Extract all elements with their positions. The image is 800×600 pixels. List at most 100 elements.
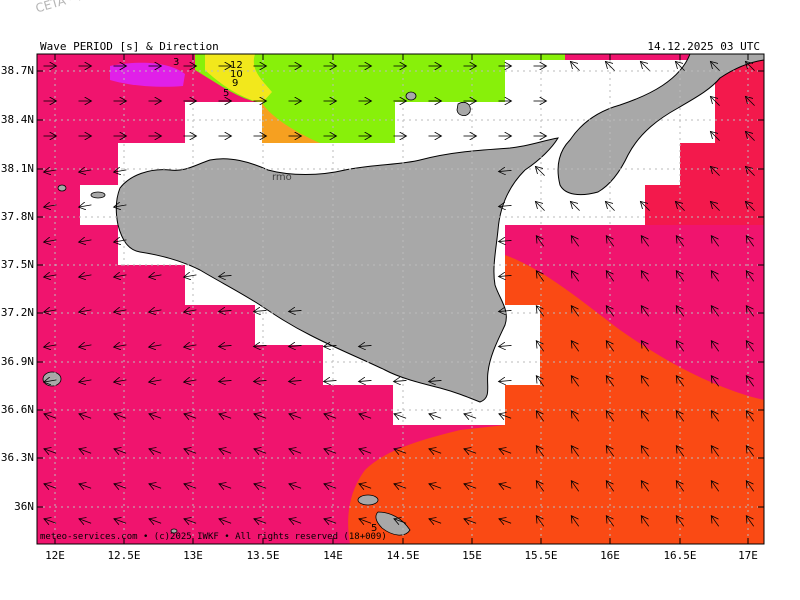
- direction-arrow: [149, 484, 162, 488]
- direction-arrow: [711, 481, 720, 492]
- direction-arrow: [79, 484, 92, 488]
- direction-arrow: [499, 205, 512, 206]
- direction-arrow: [676, 446, 685, 457]
- latitude-tick-label: 38.7N: [0, 64, 34, 77]
- land-gozo: [357, 494, 379, 506]
- direction-arrow: [44, 310, 57, 312]
- direction-arrow: [394, 380, 407, 381]
- map-title: Wave PERIOD [s] & Direction: [40, 40, 219, 53]
- direction-arrow: [499, 310, 512, 311]
- direction-arrow: [746, 236, 755, 247]
- direction-arrow: [641, 376, 650, 387]
- direction-arrow: [254, 345, 267, 346]
- direction-arrow: [745, 61, 755, 71]
- direction-arrow: [711, 516, 720, 527]
- direction-arrow: [114, 519, 127, 523]
- direction-arrow: [746, 376, 755, 387]
- direction-arrow: [676, 481, 685, 492]
- longitude-tick-label: 13E: [183, 549, 203, 562]
- direction-arrow: [114, 380, 127, 382]
- direction-arrow: [79, 275, 92, 277]
- direction-arrow: [499, 170, 512, 171]
- latitude-tick-label: 37.5N: [0, 258, 34, 271]
- direction-arrow: [710, 201, 720, 211]
- direction-arrow: [219, 449, 232, 453]
- direction-arrow: [79, 240, 92, 242]
- copyright-credit: meteo-services.com • (c)2025 IWKF • All …: [40, 532, 387, 542]
- axis-ticks: [37, 54, 764, 544]
- direction-arrow: [571, 341, 580, 352]
- sea-zone-orange-north: [262, 103, 320, 143]
- direction-arrow: [711, 306, 720, 317]
- direction-arrow: [184, 449, 197, 453]
- land-sicily: [115, 137, 559, 403]
- direction-arrow: [536, 271, 545, 282]
- map-frame: [36, 53, 765, 545]
- direction-arrow: [710, 96, 720, 106]
- longitude-tick-label: 14.5E: [386, 549, 420, 562]
- direction-arrow: [571, 376, 580, 387]
- direction-arrow: [745, 201, 755, 211]
- direction-arrow: [79, 345, 92, 347]
- direction-arrow: [641, 481, 650, 492]
- direction-arrow: [464, 449, 477, 453]
- direction-arrow: [44, 275, 57, 277]
- latitude-tick-label: 37.2N: [0, 306, 34, 319]
- direction-arrow: [711, 341, 720, 352]
- direction-arrow: [429, 484, 442, 488]
- direction-arrow: [605, 61, 615, 71]
- direction-arrow: [641, 446, 650, 457]
- direction-arrow: [711, 446, 720, 457]
- direction-arrow: [254, 484, 267, 488]
- direction-arrow: [114, 240, 127, 242]
- direction-arrow: [289, 484, 302, 488]
- direction-arrow: [536, 411, 545, 422]
- direction-arrow: [114, 345, 127, 347]
- direction-arrow: [254, 414, 267, 418]
- direction-arrow: [711, 236, 720, 247]
- direction-arrow: [429, 380, 442, 381]
- direction-arrow: [114, 310, 127, 312]
- direction-arrow: [745, 131, 755, 141]
- direction-arrow: [149, 345, 162, 347]
- direction-arrow: [606, 411, 615, 422]
- direction-arrow: [254, 519, 267, 523]
- longitude-tick-label: 17E: [738, 549, 758, 562]
- direction-arrow: [149, 414, 162, 418]
- direction-arrow: [184, 519, 197, 523]
- longitude-tick-label: 12.5E: [107, 549, 141, 562]
- land-malta: [375, 511, 411, 536]
- direction-arrow: [44, 205, 57, 207]
- longitude-tick-label: 16E: [600, 549, 620, 562]
- sea-zone-purple: [110, 62, 185, 87]
- direction-arrow: [676, 376, 685, 387]
- direction-arrow: [499, 240, 512, 241]
- direction-arrow: [746, 306, 755, 317]
- direction-arrow: [606, 271, 615, 282]
- direction-arrow: [675, 61, 685, 71]
- direction-arrow: [149, 275, 162, 277]
- contour-label: 5: [371, 523, 377, 534]
- direction-arrow: [536, 446, 545, 457]
- longitude-tick-label: 14E: [323, 549, 343, 562]
- direction-arrow: [219, 519, 232, 523]
- direction-arrow: [710, 61, 720, 71]
- direction-arrow: [711, 376, 720, 387]
- direction-arrow: [44, 240, 57, 242]
- direction-arrow: [289, 414, 302, 418]
- direction-arrow: [676, 411, 685, 422]
- direction-arrow: [149, 380, 162, 382]
- direction-arrow: [149, 519, 162, 523]
- direction-arrow: [606, 446, 615, 457]
- direction-arrow: [571, 271, 580, 282]
- direction-arrow: [184, 275, 197, 277]
- direction-arrow: [219, 275, 232, 276]
- direction-arrow: [324, 449, 337, 453]
- direction-arrow: [429, 519, 442, 523]
- direction-arrow: [289, 449, 302, 453]
- direction-arrow: [676, 236, 685, 247]
- direction-arrow: [499, 414, 512, 418]
- direction-arrow: [114, 170, 127, 172]
- direction-arrow: [359, 519, 372, 523]
